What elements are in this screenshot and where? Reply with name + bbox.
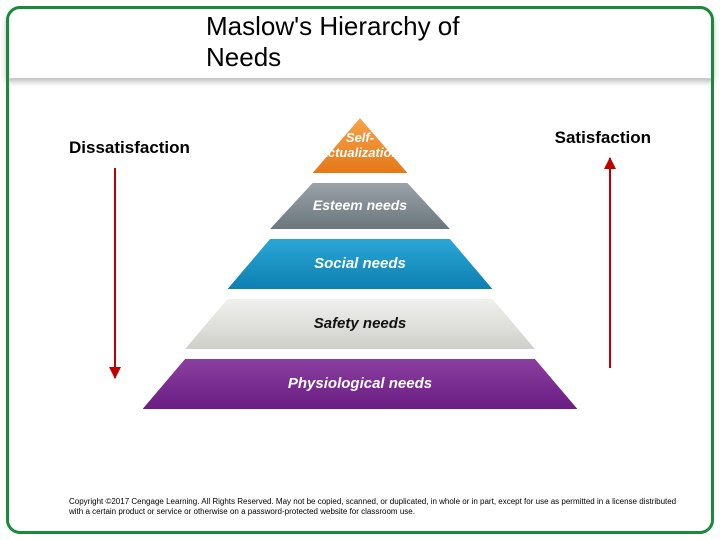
title-bar: Maslow's Hierarchy of Needs	[6, 6, 714, 78]
content-area: Dissatisfaction Satisfaction Self- actua…	[9, 78, 711, 531]
tier-esteem: Esteem needs	[270, 183, 450, 229]
tier-safety: Safety needs	[185, 299, 535, 349]
title-box: Maslow's Hierarchy of Needs	[6, 6, 714, 78]
hierarchy-pyramid: Self- actualization Esteem needs Social ne…	[140, 118, 580, 409]
satisfaction-arrow	[609, 158, 611, 368]
tier-label-social: Social needs	[314, 256, 406, 273]
tier-label-physiological: Physiological needs	[288, 376, 432, 393]
tier-self-actualization: Self- actualization	[313, 118, 408, 173]
tier-label-esteem: Esteem needs	[313, 198, 407, 213]
tier-label-self-actualization: Self- actualization	[321, 131, 400, 160]
page-title: Maslow's Hierarchy of Needs	[206, 11, 514, 73]
dissatisfaction-arrow	[114, 168, 116, 378]
tier-social: Social needs	[228, 239, 493, 289]
copyright-footer: Copyright ©2017 Cengage Learning. All Ri…	[69, 497, 681, 517]
tier-physiological: Physiological needs	[143, 359, 578, 409]
tier-label-safety: Safety needs	[314, 316, 407, 333]
